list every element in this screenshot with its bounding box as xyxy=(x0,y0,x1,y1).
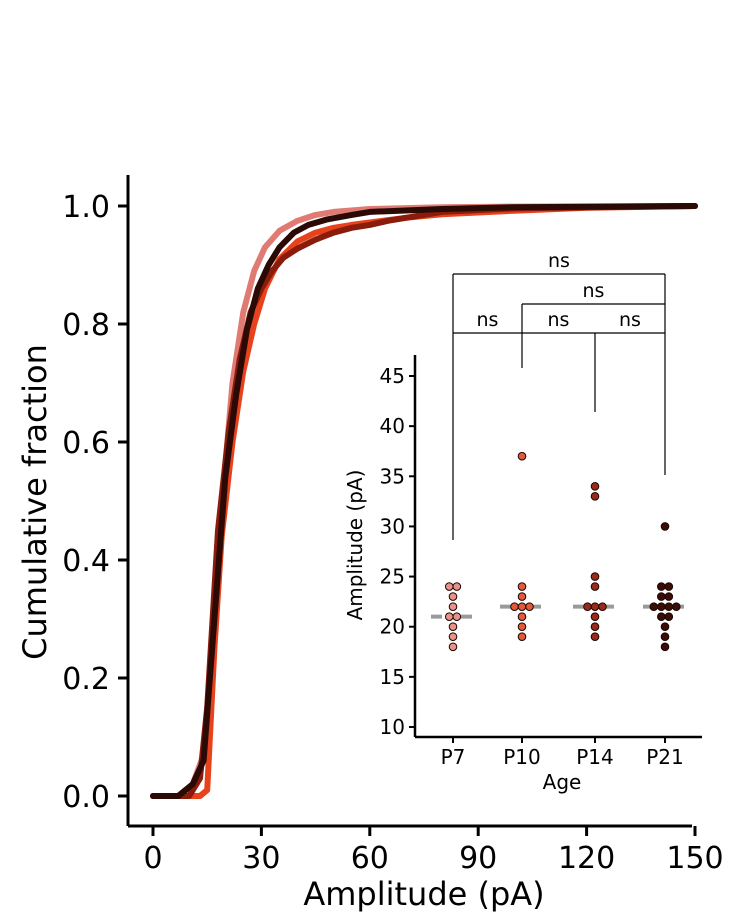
data-point-P7 xyxy=(448,632,458,642)
main-x-tick-label: 30 xyxy=(242,841,280,876)
main-x-tick-label: 150 xyxy=(666,841,723,876)
main-y-tick-label: 0.4 xyxy=(62,544,110,579)
significance-label-P7-P21: ns xyxy=(548,250,570,272)
data-point-P7 xyxy=(452,582,462,591)
data-point-P21 xyxy=(664,592,674,601)
data-point-P21 xyxy=(660,632,670,642)
data-point-P10 xyxy=(517,612,527,622)
data-point-P10 xyxy=(517,632,527,642)
inset-x-tick-label: P14 xyxy=(576,745,614,769)
data-point-P14 xyxy=(590,582,600,591)
data-point-P14 xyxy=(590,482,600,491)
data-point-P21 xyxy=(657,592,666,601)
data-point-P21 xyxy=(657,612,666,622)
data-point-P10 xyxy=(517,592,527,601)
data-point-P7 xyxy=(445,582,454,591)
cumulative-line-4 xyxy=(150,203,698,799)
data-point-P21 xyxy=(664,602,674,612)
main-y-tick-label: 0.8 xyxy=(62,308,110,343)
main-y-tick-label: 0.0 xyxy=(62,780,110,815)
data-point-P7 xyxy=(448,602,458,612)
cumulative-line-1 xyxy=(150,203,698,799)
data-point-P21 xyxy=(649,602,659,612)
main-x-tick-label: 90 xyxy=(459,841,497,876)
main-y-ticks: 0.0 0.2 0.4 0.6 0.8 1.0 xyxy=(62,190,128,815)
data-point-P21 xyxy=(660,522,670,531)
inset-y-tick-label: 40 xyxy=(380,414,405,438)
inset-y-tick-label: 30 xyxy=(380,514,405,538)
data-point-P21 xyxy=(660,642,670,652)
main-x-axis-title: Amplitude (pA) xyxy=(303,875,544,913)
cumulative-line-2 xyxy=(150,203,698,799)
inset-y-tick-label: 20 xyxy=(380,615,405,639)
main-y-tick-label: 0.2 xyxy=(62,662,110,697)
data-point-P10 xyxy=(517,582,527,591)
inset-x-axis-title: Age xyxy=(543,770,582,794)
data-point-P14 xyxy=(590,602,600,612)
data-point-P14 xyxy=(590,622,600,632)
main-y-tick-label: 0.6 xyxy=(62,426,110,461)
data-point-P10 xyxy=(525,602,534,612)
inset-y-tick-label: 35 xyxy=(380,464,405,488)
main-x-tick-label: 0 xyxy=(143,841,162,876)
data-point-P7 xyxy=(452,612,462,622)
data-point-P7 xyxy=(445,612,454,622)
data-point-P10 xyxy=(517,602,527,612)
inset-x-tick-label: P10 xyxy=(503,745,541,769)
data-point-P14 xyxy=(590,492,600,501)
inset-data-points xyxy=(445,451,681,652)
main-y-tick-label: 1.0 xyxy=(62,190,110,225)
data-point-P21 xyxy=(672,602,681,612)
data-point-P21 xyxy=(657,602,666,612)
cumulative-line-3 xyxy=(150,203,698,799)
significance-label-P10-P21: ns xyxy=(583,280,605,302)
significance-label-P7-P10: ns xyxy=(477,309,499,331)
data-point-P10 xyxy=(510,602,519,612)
data-point-P14 xyxy=(590,612,600,622)
main-cumulative-plot: 0 30 60 90 120 150 0.0 0.2 0.4 0.6 0.8 1.0 Amplitu… xyxy=(16,175,724,913)
data-point-P14 xyxy=(583,602,592,612)
significance-label-P10-P14: ns xyxy=(548,309,570,331)
data-point-P7 xyxy=(448,592,458,601)
data-point-P7 xyxy=(448,622,458,632)
inset-y-tick-label: 45 xyxy=(380,364,405,388)
data-point-P14 xyxy=(590,632,600,642)
inset-x-ticks: P7 P10 P14 P21 xyxy=(441,737,684,769)
data-point-P10 xyxy=(517,451,527,461)
main-y-axis-title: Cumulative fraction xyxy=(16,344,54,660)
main-x-tick-label: 120 xyxy=(558,841,615,876)
inset-y-axis-title: Amplitude (pA) xyxy=(343,470,367,621)
data-point-P10 xyxy=(517,622,527,632)
inset-x-tick-label: P7 xyxy=(441,745,466,769)
inset-y-tick-label: 10 xyxy=(380,715,405,739)
data-point-P21 xyxy=(660,622,670,632)
inset-y-tick-label: 15 xyxy=(380,665,405,689)
inset-y-tick-label: 25 xyxy=(380,565,405,589)
median-markers xyxy=(431,604,687,619)
cumulative-series-group xyxy=(150,203,698,799)
data-point-P21 xyxy=(664,612,674,622)
data-point-P14 xyxy=(598,602,607,612)
significance-label-P14-P21: ns xyxy=(619,309,641,331)
data-point-P21 xyxy=(657,582,666,591)
main-x-ticks: 0 30 60 90 120 150 xyxy=(143,826,724,876)
data-point-P14 xyxy=(590,572,600,581)
inset-y-ticks: 10 15 20 25 30 35 40 45 xyxy=(380,364,415,739)
inset-x-tick-label: P21 xyxy=(646,745,684,769)
main-x-tick-label: 60 xyxy=(351,841,389,876)
data-point-P7 xyxy=(448,642,458,652)
data-point-P21 xyxy=(664,582,674,591)
